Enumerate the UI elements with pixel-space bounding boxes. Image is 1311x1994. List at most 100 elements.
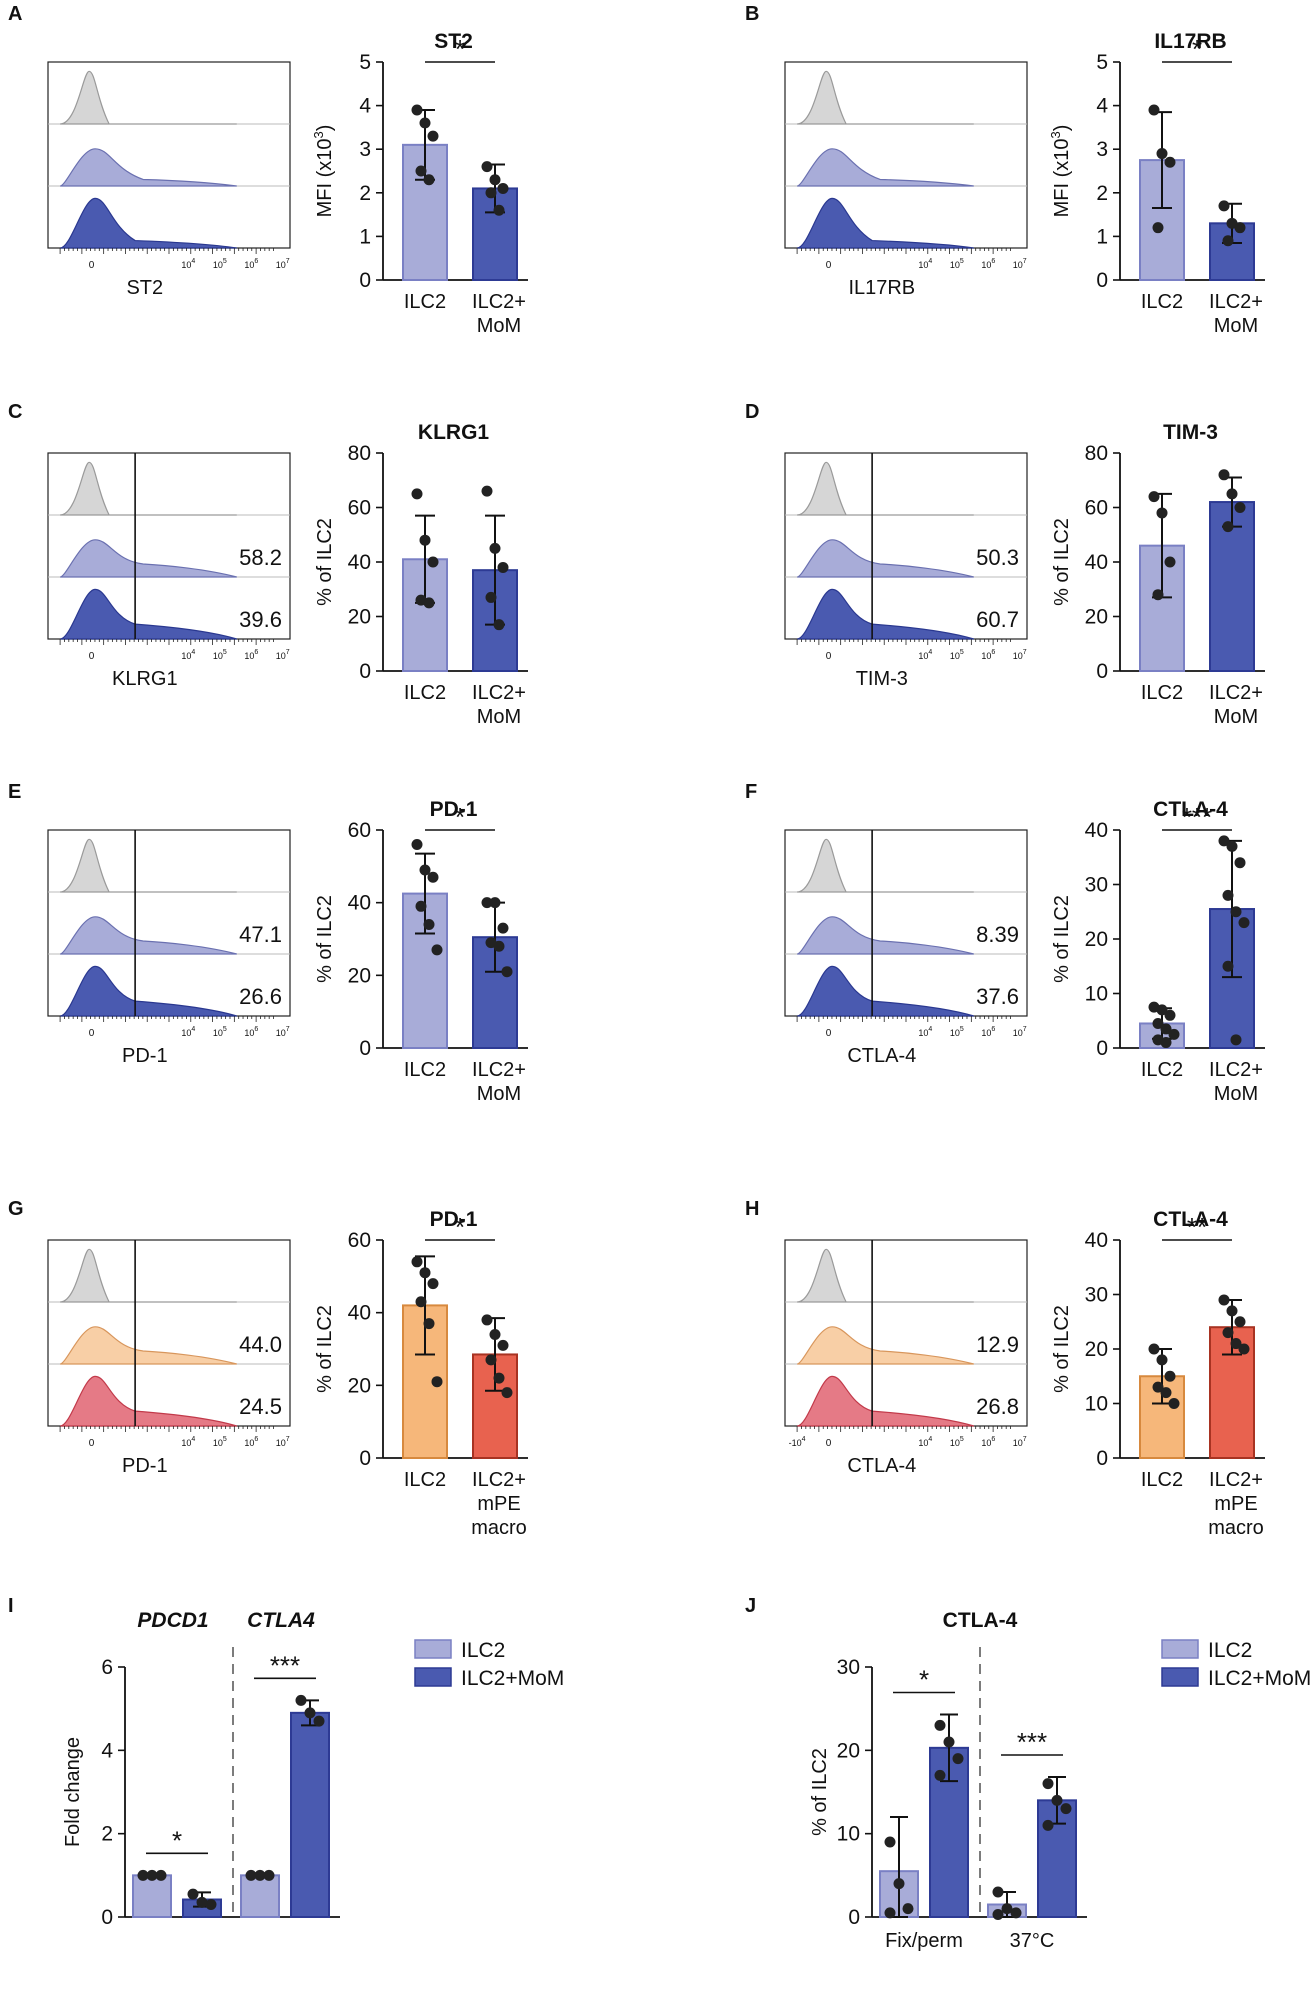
y-tick-label: 40 — [348, 1302, 371, 1325]
group-label: CTLA4 — [247, 1609, 315, 1632]
data-point — [427, 556, 439, 568]
legend-swatch — [1161, 1667, 1199, 1687]
panel-g: G 44.0 24.5 0 104 105 106 107 PD-1 PD-1 0 20 40 60 % o… — [8, 1198, 528, 1539]
panel-letter: H — [745, 1198, 759, 1220]
data-point — [419, 864, 431, 876]
axis-tick-exponent: 6 — [254, 1436, 258, 1443]
bar — [240, 1874, 280, 1919]
y-tick-label: 5 — [359, 51, 371, 74]
panel-letter: I — [8, 1595, 14, 1617]
histogram-peak — [796, 588, 974, 640]
y-tick-label: 40 — [1085, 1229, 1108, 1252]
data-point — [423, 597, 435, 609]
panel-b: B 0 104 105 106 107 IL17RB IL17RB 0 1 2 3 4 5 MFI (x10… — [745, 3, 1265, 337]
data-point — [497, 182, 509, 194]
data-point — [1164, 556, 1176, 568]
data-point — [1222, 235, 1234, 247]
data-point — [1168, 1028, 1180, 1040]
data-point — [431, 944, 443, 956]
data-point — [1226, 1305, 1238, 1317]
axis-tick-label: 106 — [981, 1026, 995, 1038]
category-label: mPE — [477, 1493, 520, 1515]
significance-stars: * — [919, 1665, 929, 1695]
y-tick-label: 60 — [1085, 497, 1108, 520]
histogram-peak — [59, 197, 237, 249]
axis-tick-exponent: 4 — [928, 258, 932, 265]
category-label: ILC2+ — [472, 682, 526, 704]
axis-tick-exponent: 4 — [928, 1436, 932, 1443]
bar — [132, 1874, 172, 1919]
category-label: ILC2 — [1141, 1059, 1183, 1081]
data-point — [952, 1753, 964, 1765]
axis-tick-exponent: 4 — [191, 1436, 195, 1443]
data-point — [1218, 200, 1230, 212]
category-label: ILC2 — [1141, 682, 1183, 704]
data-point — [1152, 222, 1164, 234]
y-tick-label: 0 — [1096, 1447, 1108, 1470]
y-axis-label-text: % of ILC2 — [1051, 518, 1073, 606]
histogram-marker-label: KLRG1 — [112, 668, 178, 690]
data-point — [411, 1256, 423, 1268]
axis-tick-label: 105 — [213, 649, 227, 661]
axis-tick-label: 0 — [826, 1438, 832, 1449]
data-point — [187, 1888, 199, 1900]
histogram-peak — [59, 1248, 237, 1303]
axis-tick-label: 105 — [213, 258, 227, 270]
y-axis-label-text: MFI (x10 — [1051, 139, 1073, 218]
panel-letter: C — [8, 401, 22, 423]
y-axis-label-text: % of ILC2 — [314, 895, 336, 983]
category-label: ILC2 — [404, 1469, 446, 1491]
data-point — [1234, 1316, 1246, 1328]
data-point — [493, 619, 505, 631]
y-tick-label: 40 — [348, 551, 371, 574]
data-point — [419, 1267, 431, 1279]
histogram-peak — [59, 461, 237, 516]
gate-percentage: 60.7 — [976, 607, 1019, 632]
histogram-peak — [796, 838, 974, 893]
data-point — [884, 1836, 896, 1848]
axis-tick-label: 0 — [826, 1028, 832, 1039]
data-point — [1152, 1017, 1164, 1029]
histogram-peak — [59, 838, 237, 893]
y-tick-label: 30 — [1085, 874, 1108, 897]
chart-title: PD-1 — [430, 1208, 478, 1231]
data-point — [489, 542, 501, 554]
gate-percentage: 39.6 — [239, 607, 282, 632]
axis-tick-label: 107 — [276, 649, 290, 661]
y-tick-label: 30 — [837, 1656, 860, 1679]
category-label: MoM — [477, 706, 521, 728]
significance-stars: * — [455, 1212, 465, 1242]
histogram-marker-label: IL17RB — [848, 277, 915, 299]
data-point — [411, 839, 423, 851]
axis-tick-label: 105 — [213, 1436, 227, 1448]
significance-stars: * — [172, 1825, 182, 1855]
data-point — [415, 165, 427, 177]
axis-tick-label: 107 — [276, 258, 290, 270]
data-point — [992, 1886, 1004, 1898]
panel-letter: F — [745, 781, 757, 803]
axis-tick-exponent: 7 — [1023, 1026, 1027, 1033]
axis-tick-exponent: 6 — [991, 1026, 995, 1033]
data-point — [1152, 1381, 1164, 1393]
bar — [290, 1711, 330, 1919]
histogram-peak — [796, 1326, 974, 1365]
panel-letter: G — [8, 1198, 24, 1220]
data-point — [501, 966, 513, 978]
axis-tick-label: 104 — [918, 1026, 932, 1038]
axis-tick-label: 105 — [950, 649, 964, 661]
histogram-peak — [59, 965, 237, 1017]
data-point — [415, 1296, 427, 1308]
axis-tick-label: 106 — [981, 1436, 995, 1448]
data-point — [1148, 104, 1160, 116]
data-point — [1218, 1294, 1230, 1306]
group-label: PDCD1 — [137, 1609, 208, 1632]
axis-tick-exponent: 6 — [254, 258, 258, 265]
panel-h: H12.926.8-104 0 104 105 106 107CTLA-4CTLA-401… — [745, 1198, 1265, 1539]
data-point — [481, 897, 493, 909]
panel-d: D 50.3 60.7 0 104 105 106 107 TIM-3 TIM-3 0 20 40 60 8… — [745, 401, 1265, 728]
y-tick-label: 10 — [837, 1823, 860, 1846]
histogram-peak — [59, 70, 237, 125]
axis-tick-label: 104 — [918, 258, 932, 270]
category-label: macro — [1208, 1517, 1264, 1539]
